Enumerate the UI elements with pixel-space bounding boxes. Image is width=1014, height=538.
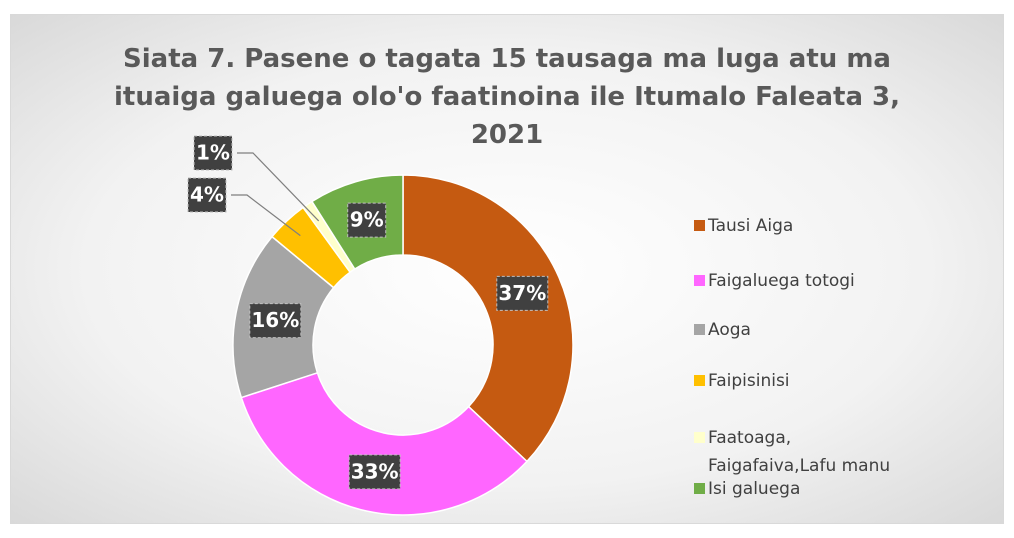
legend-swatch [694,275,705,286]
data-label-box [347,202,387,238]
legend-label: Faipisinisi [708,371,790,391]
legend-swatch [694,324,705,335]
legend-swatch [694,375,705,386]
legend-label: Faatoaga, Faigafaiva,Lafu manu [708,428,891,476]
legend-entry: Faigaluega totogi [694,267,908,295]
legend-entry: Faatoaga, Faigafaiva,Lafu manu [694,424,908,480]
data-label: 1% [196,141,230,165]
data-label-box [348,454,401,490]
legend-entry: Isi galuega [694,475,908,503]
data-label-box [193,135,233,171]
donut-segment [402,174,574,463]
data-label: 4% [190,183,224,207]
donut-segment [240,371,528,516]
data-label: 33% [351,459,399,483]
data-label: 16% [251,308,299,332]
legend-entry: Faipisinisi [694,367,908,395]
legend-swatch [694,483,705,494]
data-label-box [187,177,227,213]
data-label: 37% [498,281,546,305]
leader-line [237,152,320,222]
legend-swatch [694,432,705,443]
legend-label: Aoga [708,320,751,340]
legend-label: Isi galuega [708,479,801,499]
legend-label: Faigaluega totogi [708,271,855,291]
data-label-box [249,303,302,339]
chart-title: Siata 7. Pasene o tagata 15 tausaga ma l… [113,44,901,150]
legend-entry: Aoga [694,316,908,344]
legend-label: Tausi Aiga [708,216,794,236]
data-label: 9% [350,208,384,232]
leader-line [231,194,301,237]
data-label-box [496,275,549,311]
legend-swatch [694,220,705,231]
legend-entry: Tausi Aiga [694,212,908,240]
